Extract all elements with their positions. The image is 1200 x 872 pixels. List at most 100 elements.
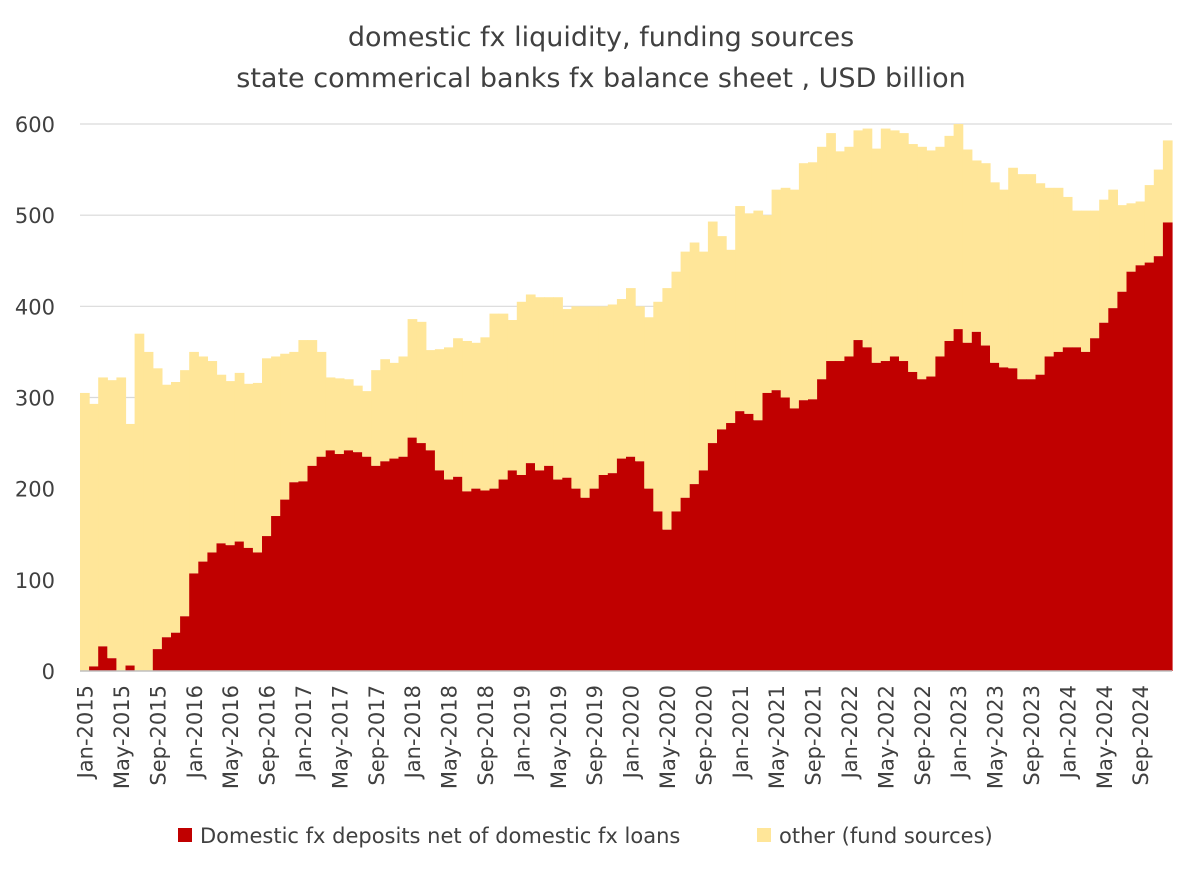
bar-other-36: [407, 319, 418, 438]
bar-deposits-71: [726, 423, 736, 671]
bar-deposits-17: [234, 541, 245, 671]
x-tick-label-Sep-2017: Sep-2017: [365, 685, 389, 786]
bar-deposits-88: [880, 361, 891, 671]
bar-other-72: [735, 206, 745, 412]
bar-deposits-20: [262, 536, 272, 671]
bar-other-64: [662, 288, 673, 530]
bar-other-51: [544, 297, 554, 466]
bar-other-52: [553, 297, 563, 480]
x-tick-label-Jan-2024: Jan-2024: [1056, 685, 1080, 780]
bar-other-47: [507, 320, 518, 471]
bar-other-59: [616, 299, 627, 459]
bar-other-79: [798, 163, 809, 401]
bar-deposits-44: [480, 490, 491, 671]
bar-other-54: [571, 306, 582, 489]
bar-deposits-29: [343, 450, 354, 671]
bar-other-78: [789, 189, 800, 409]
bar-deposits-41: [453, 476, 463, 671]
bar-deposits-93: [926, 376, 936, 671]
bar-deposits-24: [298, 481, 309, 671]
bar-deposits-26: [316, 456, 327, 671]
bar-deposits-16: [225, 545, 236, 671]
bar-deposits-109: [1071, 347, 1082, 671]
y-tick-label-400: 400: [15, 295, 55, 319]
bar-deposits-23: [289, 482, 299, 671]
bar-other-63: [653, 301, 663, 512]
bar-deposits-22: [280, 499, 290, 671]
x-tick-label-Jan-2017: Jan-2017: [292, 685, 316, 780]
x-tick-label-Sep-2016: Sep-2016: [256, 685, 280, 786]
bar-other-114: [1117, 205, 1128, 292]
bar-other-45: [489, 313, 500, 489]
bar-deposits-58: [607, 473, 618, 671]
bar-deposits-103: [1017, 379, 1027, 671]
bar-other-40: [444, 347, 454, 480]
bar-deposits-28: [334, 454, 345, 671]
x-tick-label-Jan-2021: Jan-2021: [729, 685, 753, 780]
bar-deposits-34: [389, 458, 400, 671]
bar-deposits-65: [671, 511, 682, 671]
bar-deposits-89: [889, 356, 900, 671]
bar-other-43: [471, 342, 481, 489]
bar-deposits-50: [535, 470, 545, 671]
bar-deposits-87: [871, 362, 882, 671]
chart-title: domestic fx liquidity, funding sources: [348, 22, 854, 53]
bar-other-34: [389, 362, 400, 459]
bar-other-42: [462, 340, 472, 492]
bar-other-101: [999, 189, 1009, 368]
bar-deposits-25: [307, 465, 318, 671]
legend-swatch-domestic-fx-deposits: [178, 828, 192, 842]
bar-other-44: [480, 337, 491, 491]
bar-other-95: [944, 135, 955, 341]
bar-deposits-60: [626, 456, 636, 671]
bar-other-76: [771, 189, 782, 391]
bar-other-108: [1062, 196, 1073, 348]
bar-deposits-36: [407, 437, 418, 671]
bar-other-31: [362, 391, 372, 457]
bar-deposits-32: [371, 465, 381, 671]
bar-deposits-115: [1126, 271, 1137, 671]
bar-other-66: [680, 251, 691, 498]
bar-other-116: [1135, 201, 1146, 266]
bar-deposits-62: [644, 488, 654, 671]
bar-other-16: [225, 381, 236, 546]
x-tick-label-May-2021: May-2021: [765, 685, 789, 789]
bar-deposits-48: [516, 474, 527, 671]
bar-deposits-10: [171, 632, 181, 671]
bar-other-15: [216, 374, 227, 544]
bar-deposits-69: [707, 443, 718, 671]
y-tick-label-0: 0: [42, 660, 55, 684]
bar-deposits-102: [1008, 368, 1018, 671]
bar-other-85: [853, 130, 864, 341]
bar-deposits-49: [525, 463, 536, 671]
legend: Domestic fx deposits net of domestic fx …: [178, 824, 993, 848]
x-tick-label-Jan-2015: Jan-2015: [74, 685, 98, 780]
bar-other-67: [689, 242, 700, 485]
bar-deposits-57: [598, 474, 609, 671]
bar-deposits-12: [189, 573, 199, 671]
bar-other-119: [1162, 140, 1173, 223]
x-tick-label-Jan-2019: Jan-2019: [510, 685, 534, 780]
bar-other-62: [644, 317, 654, 489]
bar-other-68: [698, 251, 709, 471]
bar-deposits-38: [425, 450, 436, 671]
bar-other-112: [1099, 199, 1109, 323]
bar-deposits-100: [990, 362, 1000, 671]
bar-other-3: [107, 380, 117, 659]
bar-other-82: [826, 133, 836, 362]
bar-deposits-51: [544, 465, 554, 671]
bar-other-21: [271, 356, 281, 517]
x-tick-label-May-2020: May-2020: [656, 685, 680, 789]
bar-deposits-110: [1081, 351, 1091, 671]
y-tick-label-500: 500: [15, 204, 55, 228]
y-tick-label-600: 600: [15, 113, 55, 137]
bar-deposits-14: [207, 552, 218, 671]
bar-deposits-35: [398, 456, 409, 671]
bar-deposits-119: [1162, 222, 1173, 671]
bar-deposits-114: [1117, 291, 1128, 671]
bar-deposits-95: [944, 340, 955, 671]
bar-deposits-111: [1090, 338, 1100, 671]
bar-other-118: [1153, 169, 1164, 257]
bar-other-96: [953, 124, 964, 330]
